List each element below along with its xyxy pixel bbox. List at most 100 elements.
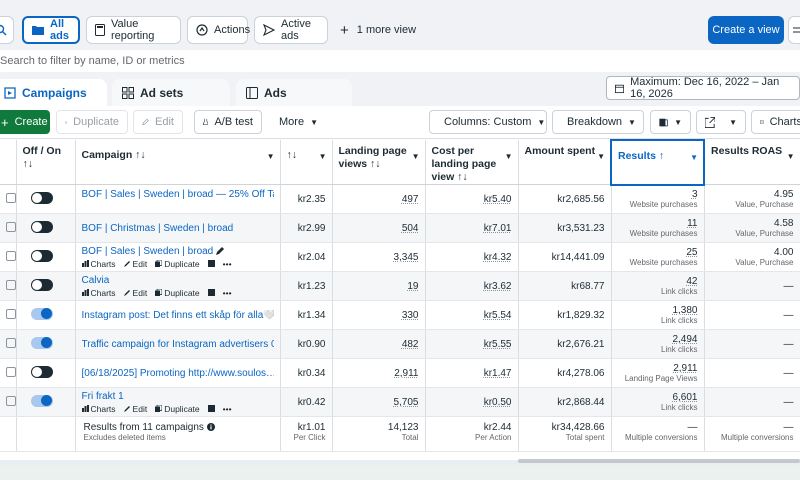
view-value-reporting[interactable]: Value reporting: [86, 16, 181, 44]
table-row[interactable]: Instagram post: Det finns ett skåp för a…: [0, 300, 800, 330]
table-row[interactable]: BOF | Christmas | Sweden | broad kr2.99 …: [0, 213, 800, 243]
row-pin-button[interactable]: [207, 259, 215, 269]
campaign-name-link[interactable]: Instagram post: Det finns ett skåp för a…: [82, 310, 274, 321]
info-icon[interactable]: [206, 423, 215, 431]
row-toggle-cell[interactable]: [16, 387, 76, 417]
cost-landing-value[interactable]: kr1.47: [483, 367, 512, 379]
cost-landing-value[interactable]: kr5.54: [483, 309, 512, 321]
select-all-header[interactable]: [0, 140, 17, 185]
row-checkbox-cell[interactable]: [0, 271, 17, 301]
row-checkbox[interactable]: [6, 192, 15, 203]
row-toggle-cell[interactable]: [16, 329, 76, 359]
row-charts-button[interactable]: Charts: [81, 288, 116, 298]
table-row[interactable]: [06/18/2025] Promoting http://www.soulos…: [0, 358, 800, 388]
campaign-name-link[interactable]: Calvia: [82, 275, 274, 286]
date-range-picker[interactable]: Maximum: Dec 16, 2022 – Jan 16, 2026: [606, 76, 800, 100]
table-row[interactable]: Traffic campaign for Instagram advertise…: [0, 329, 800, 359]
cost-landing-value[interactable]: kr4.32: [483, 251, 512, 263]
results-roas-header[interactable]: Results ROAS ▼: [704, 140, 800, 185]
campaign-name-link[interactable]: BOF | Christmas | Sweden | broad: [82, 223, 274, 234]
onoff-header[interactable]: Off / On ↑↓: [16, 140, 76, 185]
charts-button[interactable]: Charts: [751, 110, 800, 134]
cost-landing-value[interactable]: kr3.62: [483, 280, 512, 292]
row-checkbox-cell[interactable]: [0, 242, 17, 272]
delivery-toggle[interactable]: [30, 249, 53, 262]
row-checkbox-cell[interactable]: [0, 387, 17, 417]
row-duplicate-button[interactable]: Duplicate: [155, 288, 200, 298]
delivery-toggle[interactable]: [30, 307, 53, 320]
row-checkbox-cell[interactable]: [0, 300, 17, 330]
more-views-button[interactable]: + 1 more view: [340, 20, 416, 40]
results-value[interactable]: 42: [686, 276, 698, 287]
landing-value[interactable]: 497: [401, 193, 419, 205]
view-active-ads[interactable]: Active ads: [254, 16, 328, 44]
columns-dropdown[interactable]: Columns: Custom ▼: [429, 110, 547, 134]
row-charts-button[interactable]: Charts: [81, 404, 116, 414]
row-more-button[interactable]: •••: [222, 258, 232, 269]
row-checkbox[interactable]: [6, 221, 15, 232]
delivery-toggle[interactable]: [30, 365, 53, 378]
row-checkbox-cell[interactable]: [0, 213, 17, 243]
landing-value[interactable]: 5,705: [393, 396, 419, 408]
landing-value[interactable]: 19: [407, 280, 419, 292]
results-header[interactable]: Results ↑ ▼: [610, 139, 705, 186]
search-button[interactable]: [0, 16, 14, 44]
ab-test-button[interactable]: A/B test: [194, 110, 262, 134]
pencil-icon[interactable]: [216, 246, 225, 255]
create-view-button[interactable]: Create a view: [708, 16, 784, 44]
row-checkbox[interactable]: [6, 250, 15, 261]
campaign-name-link[interactable]: Traffic campaign for Instagram advertise…: [82, 339, 274, 350]
results-value[interactable]: 11: [687, 218, 698, 229]
reports-dropdown[interactable]: ▼: [650, 110, 691, 134]
search-input[interactable]: Search to filter by name, ID or metrics: [0, 55, 185, 67]
tab-ads[interactable]: Ads: [236, 79, 352, 106]
cost-landing-value[interactable]: kr7.01: [483, 222, 512, 234]
row-toggle-cell[interactable]: [16, 271, 76, 301]
row-checkbox[interactable]: [6, 337, 15, 348]
tab-campaigns[interactable]: Campaigns: [0, 79, 107, 106]
row-toggle-cell[interactable]: [16, 213, 76, 243]
row-checkbox-cell[interactable]: [0, 358, 17, 388]
results-value[interactable]: 6,601: [672, 392, 698, 403]
landing-value[interactable]: 2,911: [394, 367, 419, 379]
panel-toggle-button[interactable]: [788, 16, 800, 44]
cost-landing-value[interactable]: kr5.55: [483, 338, 512, 350]
table-row[interactable]: BOF | Sales | Sweden | broad — 25% Off T…: [0, 184, 800, 214]
row-edit-button[interactable]: Edit: [123, 288, 147, 298]
row-checkbox[interactable]: [6, 395, 15, 406]
row-toggle-cell[interactable]: [16, 184, 76, 214]
cost-per-landing-header[interactable]: Cost per landing page view ↑↓ ▼: [425, 140, 519, 185]
campaign-name-link[interactable]: [06/18/2025] Promoting http://www.soulos…: [82, 368, 274, 379]
duplicate-button[interactable]: Duplicate: [56, 110, 128, 134]
edit-button[interactable]: Edit: [133, 110, 183, 134]
amount-spent-header[interactable]: Amount spent ▼: [518, 140, 612, 185]
row-pin-button[interactable]: [207, 288, 215, 298]
campaign-name-link[interactable]: BOF | Sales | Sweden | broad: [82, 246, 274, 257]
landing-value[interactable]: 3,345: [393, 251, 419, 263]
view-actions[interactable]: Actions: [187, 16, 250, 44]
cost-landing-value[interactable]: kr5.40: [483, 193, 512, 205]
results-value[interactable]: 2,911: [673, 363, 698, 374]
row-checkbox-cell[interactable]: [0, 329, 17, 359]
cost-landing-value[interactable]: kr0.50: [483, 396, 512, 408]
create-button[interactable]: + Create: [0, 110, 50, 134]
cost-per-click-header[interactable]: ↑↓ ▼: [280, 140, 333, 185]
landing-value[interactable]: 504: [401, 222, 419, 234]
results-value[interactable]: 25: [686, 247, 698, 258]
campaign-name-link[interactable]: Fri frakt 1: [82, 391, 274, 402]
horizontal-scrollbar[interactable]: [518, 459, 800, 463]
landing-page-views-header[interactable]: Landing page views ↑↓ ▼: [332, 140, 426, 185]
landing-value[interactable]: 482: [401, 338, 419, 350]
row-duplicate-button[interactable]: Duplicate: [155, 259, 200, 269]
row-more-button[interactable]: •••: [222, 287, 232, 298]
row-toggle-cell[interactable]: [16, 358, 76, 388]
row-edit-button[interactable]: Edit: [123, 404, 147, 414]
row-checkbox[interactable]: [6, 308, 15, 319]
row-charts-button[interactable]: Charts: [81, 259, 116, 269]
delivery-toggle[interactable]: [30, 278, 53, 291]
more-button[interactable]: More ▼: [270, 110, 322, 134]
tab-ad-sets[interactable]: Ad sets: [112, 79, 230, 106]
row-toggle-cell[interactable]: [16, 300, 76, 330]
row-checkbox[interactable]: [6, 279, 15, 290]
breakdown-dropdown[interactable]: Breakdown ▼: [552, 110, 644, 134]
